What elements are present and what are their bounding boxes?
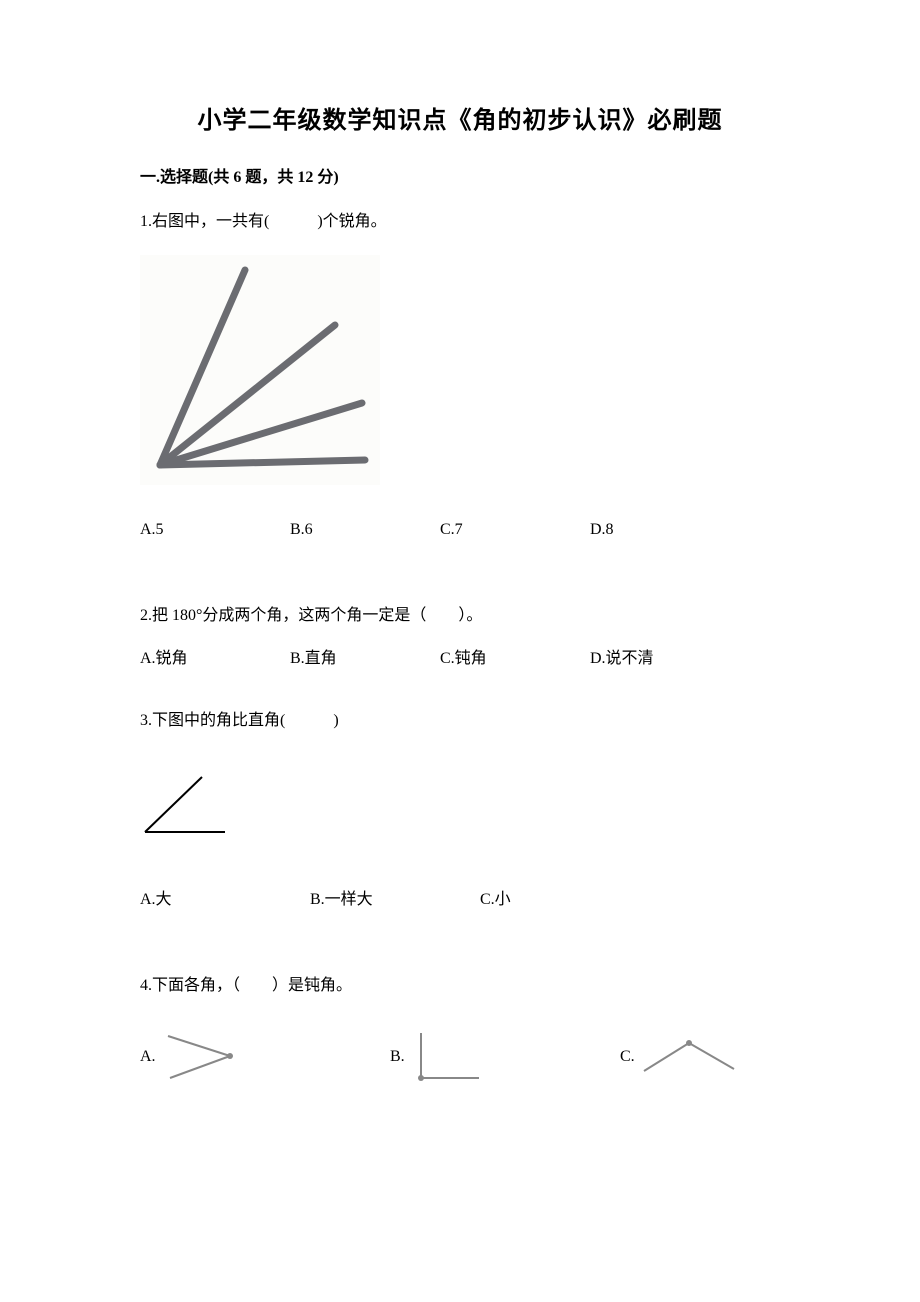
question-2: 2.把 180°分成两个角，这两个角一定是（ ）。 A.锐角 B.直角 C.钝角…	[140, 603, 780, 672]
q2-option-d: D.说不清	[590, 646, 740, 672]
question-4-text: 4.下面各角，（ ）是钝角。	[140, 973, 780, 999]
question-1: 1.右图中，一共有( )个锐角。 A.5 B.6 C.7 D.8	[140, 209, 780, 543]
question-1-text: 1.右图中，一共有( )个锐角。	[140, 209, 780, 235]
document-title: 小学二年级数学知识点《角的初步认识》必刷题	[140, 100, 780, 135]
question-1-options: A.5 B.6 C.7 D.8	[140, 517, 780, 543]
q4-option-c: C.	[620, 1031, 739, 1081]
q3-option-c: C.小	[480, 887, 650, 913]
q4-angle-a-icon	[160, 1028, 240, 1084]
question-3-figure	[140, 752, 780, 870]
question-2-options: A.锐角 B.直角 C.钝角 D.说不清	[140, 646, 780, 672]
q1-option-d: D.8	[590, 517, 740, 543]
q4-option-a: A.	[140, 1028, 390, 1084]
question-3: 3.下图中的角比直角( ) A.大 B.一样大 C.小	[140, 708, 780, 913]
question-3-text: 3.下图中的角比直角( )	[140, 708, 780, 734]
q2-option-c: C.钝角	[440, 646, 590, 672]
q4-option-c-label: C.	[620, 1044, 635, 1070]
acute-angle-diagram	[140, 772, 230, 837]
q1-option-c: C.7	[440, 517, 590, 543]
question-4: 4.下面各角，（ ）是钝角。 A. B. C.	[140, 973, 780, 1085]
q4-option-b-label: B.	[390, 1044, 405, 1070]
q3-option-b: B.一样大	[310, 887, 480, 913]
question-2-text: 2.把 180°分成两个角，这两个角一定是（ ）。	[140, 603, 780, 629]
q4-option-b: B.	[390, 1028, 620, 1084]
question-4-options: A. B. C.	[140, 1028, 780, 1084]
question-1-figure	[140, 255, 780, 494]
q1-option-a: A.5	[140, 517, 290, 543]
section-1-header: 一.选择题(共 6 题，共 12 分)	[140, 163, 780, 187]
q4-angle-c-icon	[639, 1031, 739, 1081]
question-3-options: A.大 B.一样大 C.小	[140, 887, 780, 913]
q2-option-a: A.锐角	[140, 646, 290, 672]
q2-option-b: B.直角	[290, 646, 440, 672]
fan-angle-diagram	[140, 255, 380, 485]
q4-option-a-label: A.	[140, 1044, 156, 1070]
q3-option-a: A.大	[140, 887, 310, 913]
q1-option-b: B.6	[290, 517, 440, 543]
q4-angle-b-icon	[409, 1028, 489, 1084]
